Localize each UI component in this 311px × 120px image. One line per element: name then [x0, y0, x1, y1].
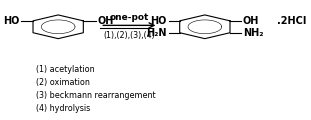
Text: .2HCl: .2HCl — [277, 16, 307, 26]
Text: (1),(2),(3),(4): (1),(2),(3),(4) — [104, 31, 155, 40]
Text: H₂N: H₂N — [146, 28, 167, 38]
Text: OH: OH — [243, 16, 259, 26]
Text: (1) acetylation: (1) acetylation — [36, 65, 95, 74]
Text: NH₂: NH₂ — [243, 28, 263, 38]
Text: (3) beckmann rearrangement: (3) beckmann rearrangement — [36, 91, 156, 100]
Text: one-pot: one-pot — [110, 13, 149, 22]
Text: (4) hydrolysis: (4) hydrolysis — [36, 104, 91, 113]
Text: (2) oximation: (2) oximation — [36, 78, 90, 87]
Text: HO: HO — [151, 16, 167, 26]
Text: HO: HO — [3, 16, 19, 26]
Text: OH: OH — [97, 16, 114, 26]
